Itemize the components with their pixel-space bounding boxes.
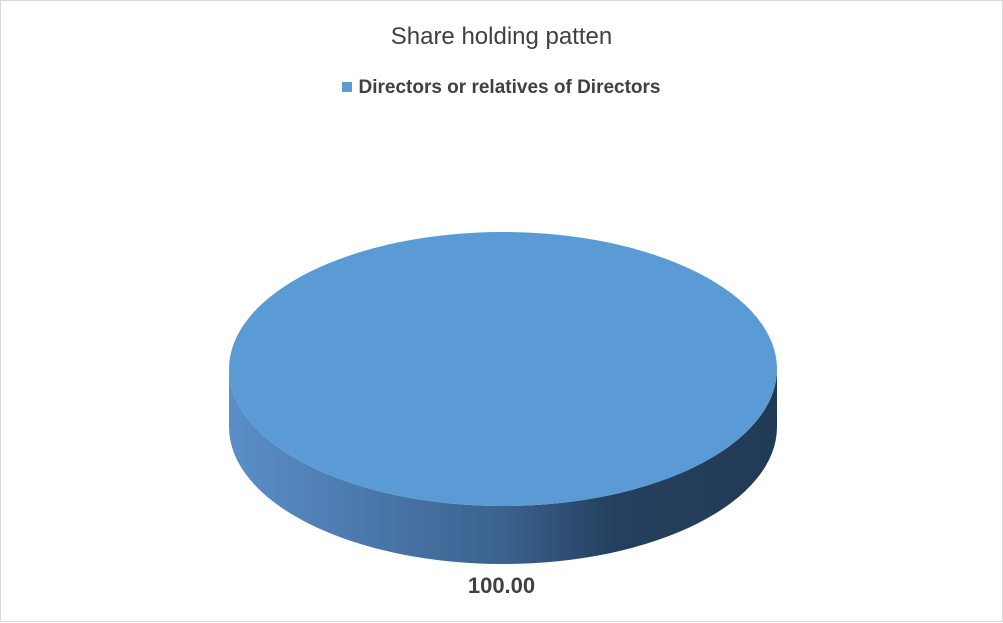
data-label: 100.00: [467, 573, 536, 598]
chart-title: Share holding patten: [390, 23, 613, 50]
pie-slice: [229, 232, 777, 506]
legend-label: Directors or relatives of Directors: [358, 77, 661, 98]
legend-swatch: [342, 82, 353, 92]
pie-slice-side: [229, 369, 777, 564]
legend: Directors or relatives of Directors: [1, 77, 1002, 99]
